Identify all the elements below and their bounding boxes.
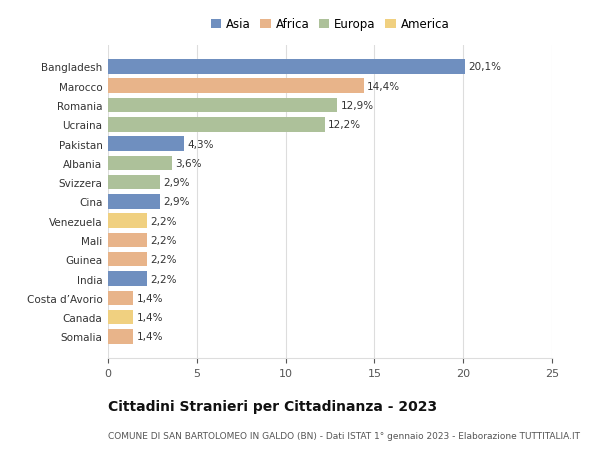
Text: 20,1%: 20,1% bbox=[469, 62, 502, 72]
Bar bbox=[108, 291, 133, 305]
Legend: Asia, Africa, Europa, America: Asia, Africa, Europa, America bbox=[208, 16, 452, 34]
Bar bbox=[108, 214, 147, 229]
Text: 4,3%: 4,3% bbox=[188, 139, 214, 149]
Text: 2,2%: 2,2% bbox=[151, 274, 177, 284]
Text: 2,9%: 2,9% bbox=[163, 178, 190, 188]
Bar bbox=[108, 60, 465, 74]
Text: 1,4%: 1,4% bbox=[136, 313, 163, 322]
Bar bbox=[108, 99, 337, 113]
Text: 12,2%: 12,2% bbox=[328, 120, 361, 130]
Text: Cittadini Stranieri per Cittadinanza - 2023: Cittadini Stranieri per Cittadinanza - 2… bbox=[108, 399, 437, 413]
Bar bbox=[108, 79, 364, 94]
Text: 12,9%: 12,9% bbox=[341, 101, 374, 111]
Bar bbox=[108, 175, 160, 190]
Text: 1,4%: 1,4% bbox=[136, 293, 163, 303]
Text: 14,4%: 14,4% bbox=[367, 82, 400, 91]
Bar bbox=[108, 252, 147, 267]
Bar bbox=[108, 195, 160, 209]
Bar bbox=[108, 118, 325, 132]
Bar bbox=[108, 330, 133, 344]
Bar bbox=[108, 233, 147, 248]
Text: 2,2%: 2,2% bbox=[151, 235, 177, 246]
Bar bbox=[108, 137, 184, 151]
Text: COMUNE DI SAN BARTOLOMEO IN GALDO (BN) - Dati ISTAT 1° gennaio 2023 - Elaborazio: COMUNE DI SAN BARTOLOMEO IN GALDO (BN) -… bbox=[108, 431, 580, 441]
Bar bbox=[108, 272, 147, 286]
Text: 2,2%: 2,2% bbox=[151, 255, 177, 265]
Bar bbox=[108, 310, 133, 325]
Text: 2,2%: 2,2% bbox=[151, 216, 177, 226]
Text: 3,6%: 3,6% bbox=[175, 158, 202, 168]
Text: 1,4%: 1,4% bbox=[136, 332, 163, 341]
Bar bbox=[108, 156, 172, 171]
Text: 2,9%: 2,9% bbox=[163, 197, 190, 207]
